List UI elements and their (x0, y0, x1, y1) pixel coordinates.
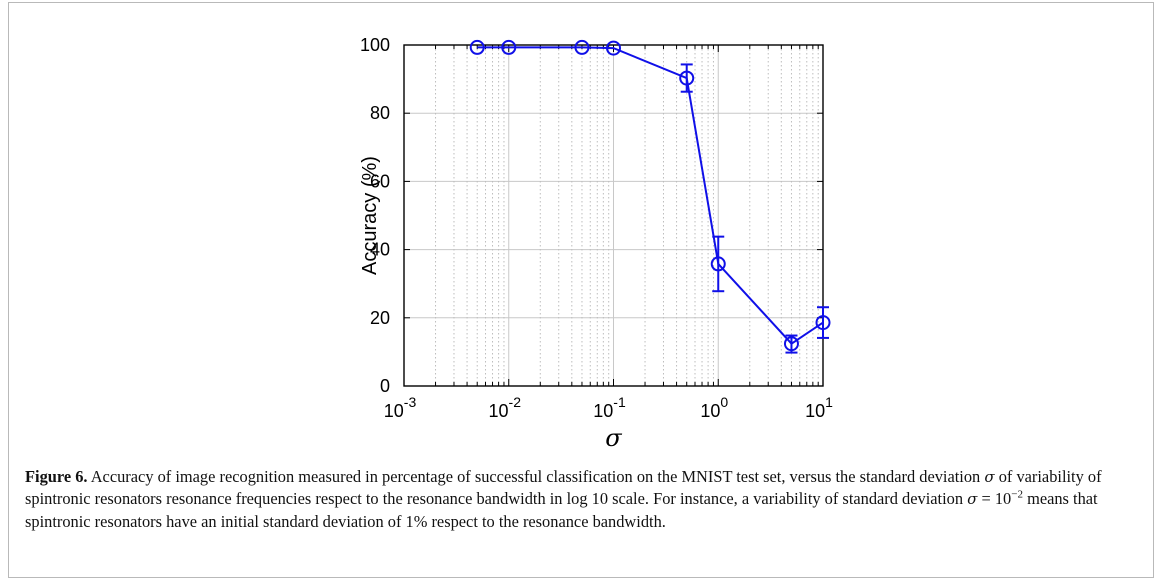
caption-text-3: means that spintronic resonators have an… (25, 489, 1098, 531)
caption-text-1: Accuracy of image recognition measured i… (87, 467, 985, 486)
data-point (469, 39, 485, 55)
caption-sigma-1: σ (984, 468, 995, 486)
caption-sigma-2: σ (967, 490, 978, 509)
y-tick-label: 40 (370, 240, 390, 260)
data-point (710, 256, 726, 272)
data-point (501, 39, 517, 55)
grid (404, 45, 823, 386)
x-tick-label: 100 (700, 394, 728, 421)
figure-caption: Figure 6. Accuracy of image recognition … (25, 466, 1130, 532)
data-point (574, 39, 590, 55)
x-tick-exponent: -3 (404, 394, 417, 410)
x-tick-exponent: 1 (825, 394, 833, 410)
series-line (477, 46, 824, 346)
x-tick-label: 101 (805, 394, 833, 421)
data-point (679, 70, 695, 86)
x-tick-base: 10 (700, 401, 720, 421)
x-axis-label: σ (605, 424, 622, 452)
x-tick-exponent: -2 (509, 394, 522, 410)
y-tick-labels: 0 20 40 60 80 100 (360, 35, 390, 396)
data-point (783, 336, 799, 352)
x-tick-base: 10 (593, 401, 613, 421)
y-axis-label: Accuracy (%) (359, 156, 381, 275)
x-tick-label: 10-1 (593, 394, 626, 421)
x-tick-base: 10 (489, 401, 509, 421)
y-tick-label: 0 (380, 376, 390, 396)
figure-label: Figure 6. (25, 467, 88, 486)
caption-text-2: of variability of spintronic resonators … (25, 467, 1102, 509)
figure-frame (8, 2, 1154, 578)
x-tick-exponent: -1 (613, 394, 626, 410)
y-tick-label: 20 (370, 308, 390, 328)
x-tick-base: 10 (805, 401, 825, 421)
y-tick-label: 100 (360, 35, 390, 55)
x-tick-label: 10-3 (384, 394, 417, 421)
x-tick-base: 10 (384, 401, 404, 421)
y-tick-label: 80 (370, 103, 390, 123)
x-tick-exponent: 0 (720, 394, 728, 410)
data-point (815, 315, 831, 331)
y-tick-label: 60 (370, 171, 390, 191)
x-tick-label: 10-2 (489, 394, 522, 421)
caption-equals: = 10 (977, 489, 1012, 509)
x-tick-labels: 10-3 10-2 10-1 100 101 (384, 394, 833, 421)
accuracy-series (469, 39, 831, 354)
data-point (606, 40, 621, 56)
caption-exponent: −2 (1011, 488, 1023, 501)
